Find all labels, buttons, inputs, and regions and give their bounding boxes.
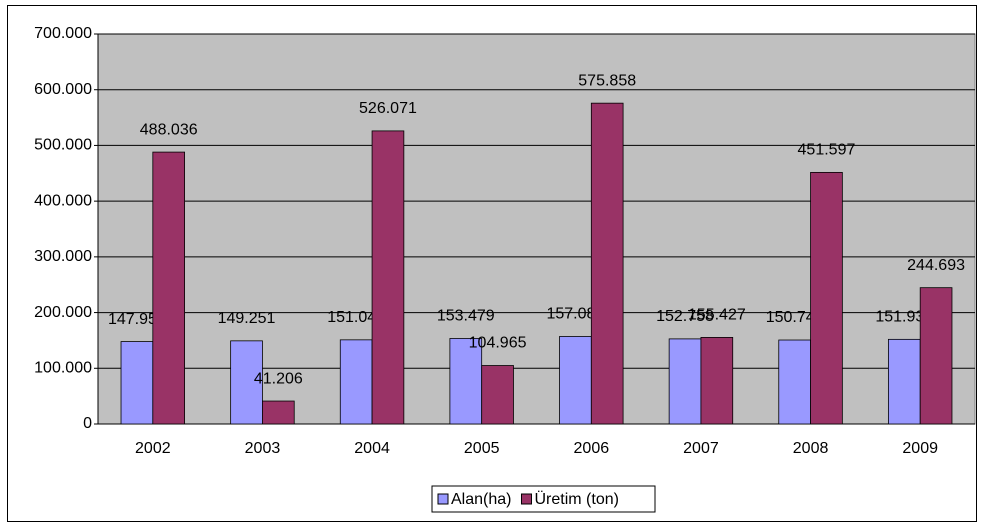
data-label: 157.082 bbox=[546, 306, 604, 323]
data-label: 151.041 bbox=[327, 309, 385, 326]
bar bbox=[810, 171, 843, 425]
x-tick-label: 2009 bbox=[902, 440, 938, 457]
x-tick-label: 2004 bbox=[354, 440, 390, 457]
data-label: 147.958 bbox=[108, 311, 166, 328]
y-tick-label: 600.000 bbox=[34, 81, 92, 98]
y-tick-label: 400.000 bbox=[34, 192, 92, 209]
x-tick-label: 2003 bbox=[245, 440, 281, 457]
bar bbox=[887, 338, 921, 425]
bar bbox=[778, 339, 811, 425]
data-label: 244.693 bbox=[907, 257, 965, 274]
y-tick-label: 500.000 bbox=[34, 137, 92, 154]
data-label: 104.965 bbox=[469, 335, 527, 352]
bar bbox=[371, 130, 405, 425]
y-tick-label: 100.000 bbox=[34, 360, 92, 377]
plot-area bbox=[97, 33, 976, 425]
data-label: 153.479 bbox=[437, 308, 495, 325]
data-label: 152.758 bbox=[656, 308, 714, 325]
x-tick-label: 2002 bbox=[135, 440, 171, 457]
y-tick-label: 300.000 bbox=[34, 248, 92, 265]
bar bbox=[481, 365, 514, 425]
data-label: 151.936 bbox=[875, 309, 933, 326]
bar bbox=[152, 151, 186, 425]
data-label: 526.071 bbox=[359, 100, 417, 117]
bar bbox=[919, 287, 953, 425]
data-label: 575.858 bbox=[578, 72, 636, 89]
bar bbox=[559, 336, 592, 425]
data-label: 451.597 bbox=[798, 142, 856, 159]
y-tick-label: 0 bbox=[83, 415, 92, 432]
bar bbox=[590, 102, 624, 425]
bar bbox=[668, 338, 702, 425]
x-tick-label: 2008 bbox=[793, 440, 829, 457]
data-label: 41.206 bbox=[254, 370, 303, 387]
x-tick-label: 2006 bbox=[574, 440, 610, 457]
legend-swatch bbox=[520, 493, 532, 505]
legend-label: Üretim (ton) bbox=[534, 490, 618, 508]
data-label: 149.251 bbox=[218, 310, 276, 327]
bar bbox=[700, 337, 734, 425]
bar bbox=[230, 340, 263, 425]
y-tick-label: 700.000 bbox=[34, 25, 92, 42]
bar bbox=[339, 339, 373, 425]
legend-label: Alan(ha) bbox=[451, 491, 511, 508]
legend-box bbox=[431, 485, 656, 513]
x-tick-label: 2007 bbox=[683, 440, 719, 457]
data-label: 155.427 bbox=[688, 307, 746, 324]
data-label: 488.036 bbox=[140, 121, 198, 138]
bar bbox=[262, 400, 295, 425]
data-label: 150.741 bbox=[766, 309, 824, 326]
x-tick-label: 2005 bbox=[464, 440, 500, 457]
y-tick-label: 200.000 bbox=[34, 304, 92, 321]
bar bbox=[120, 341, 154, 425]
legend-swatch bbox=[437, 493, 449, 505]
